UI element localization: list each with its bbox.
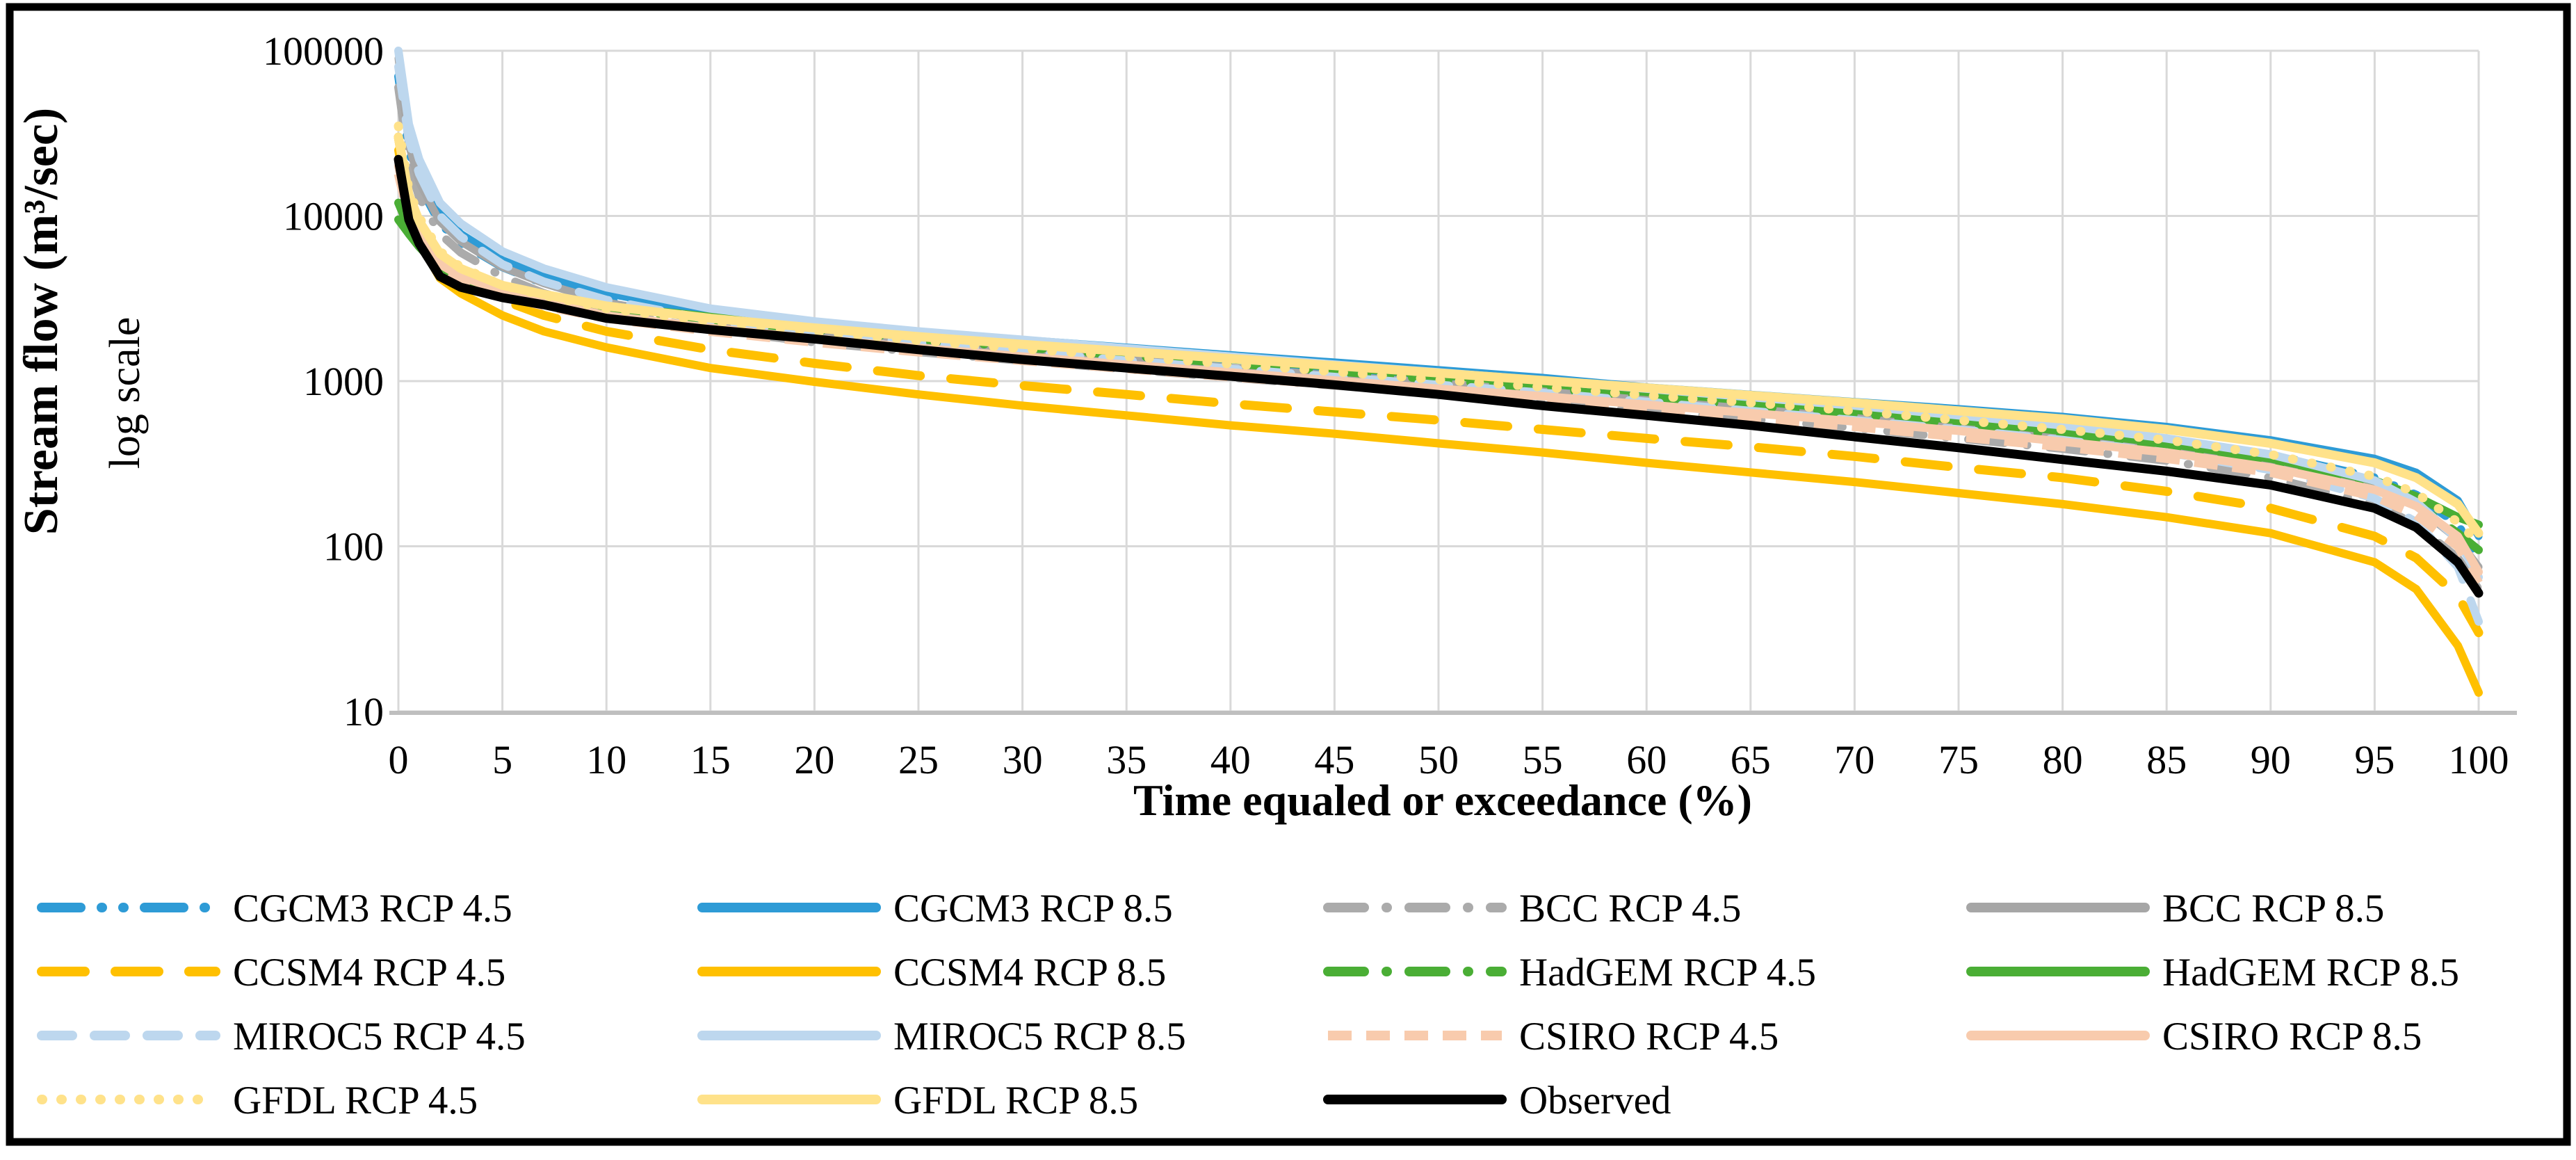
legend-label: Observed [1519,1079,1671,1122]
legend-label: MIROC5 RCP 4.5 [233,1015,526,1058]
x-tick-label: 100 [2449,737,2509,782]
x-tick-label: 55 [1523,737,1563,782]
x-tick-label: 25 [898,737,939,782]
legend-item: CSIRO RCP 4.5 [1328,1015,1779,1058]
legend-item: BCC RCP 8.5 [1966,887,2384,931]
legend-item: CCSM4 RCP 4.5 [37,951,505,994]
x-tick-label: 30 [1003,737,1043,782]
x-tick-label: 90 [2251,737,2291,782]
legend-item: CSIRO RCP 8.5 [1966,1015,2422,1058]
y-tick-label: 100 [323,524,384,570]
y-tick-label: 1000 [303,359,384,404]
x-tick-label: 15 [690,737,731,782]
x-tick-label: 35 [1106,737,1147,782]
x-tick-label: 80 [2043,737,2083,782]
x-tick-label: 50 [1418,737,1459,782]
legend-item: MIROC5 RCP 4.5 [37,1015,526,1058]
legend-item: CCSM4 RCP 8.5 [697,951,1166,994]
x-tick-label: 85 [2146,737,2187,782]
legend-label: CSIRO RCP 4.5 [1519,1015,1779,1058]
legend-item: GFDL RCP 8.5 [697,1079,1138,1122]
legend-item: HadGEM RCP 8.5 [1966,951,2459,994]
legend-label: HadGEM RCP 4.5 [1519,951,1816,994]
x-axis-title: Time equaled or exceedance (%) [1133,775,1752,825]
x-tick-label: 65 [1731,737,1771,782]
curve-observed [394,154,2484,598]
legend-label: HadGEM RCP 8.5 [2162,951,2459,994]
y-axis-title: Stream flow (m³/sec) [15,108,68,535]
curve-bcc-rcp-4.5 [394,83,2483,594]
legend-label: CGCM3 RCP 8.5 [893,887,1173,931]
x-tick-label: 5 [492,737,512,782]
legend-label: BCC RCP 8.5 [2162,887,2384,931]
x-tick-label: 0 [389,737,409,782]
legend-item: MIROC5 RCP 8.5 [697,1015,1186,1058]
x-tick-label: 45 [1314,737,1354,782]
y-tick-label: 100000 [263,29,384,74]
x-tick-label: 95 [2354,737,2395,782]
legend-label: MIROC5 RCP 8.5 [893,1015,1186,1058]
legend-item: Observed [1323,1079,1671,1122]
legend-label: GFDL RCP 8.5 [893,1079,1138,1122]
x-tick-label: 60 [1626,737,1667,782]
x-tick-label: 40 [1210,737,1251,782]
x-tick-label: 10 [586,737,626,782]
legend-item: CGCM3 RCP 4.5 [37,887,512,931]
legend-label: CGCM3 RCP 4.5 [233,887,512,931]
curve-ccsm4-rcp-8.5 [394,146,2483,697]
legend-label: CCSM4 RCP 8.5 [893,951,1166,994]
y-tick-label: 10 [343,689,384,734]
legend-label: GFDL RCP 4.5 [233,1079,478,1122]
legend-label: CSIRO RCP 8.5 [2162,1015,2422,1058]
legend-item: HadGEM RCP 4.5 [1323,951,1816,994]
legend-label: CCSM4 RCP 4.5 [233,951,505,994]
y-tick-label: 10000 [283,194,384,239]
curve-gfdl-rcp-4.5 [394,121,2484,547]
legend: CGCM3 RCP 4.5 CGCM3 RCP 8.5 BCC RCP 4.5 BCC… [37,887,2459,1122]
curve-gfdl-rcp-8.5 [394,132,2484,538]
x-tick-label: 75 [1938,737,1979,782]
legend-item: GFDL RCP 4.5 [37,1079,478,1122]
y-tick-labels: 100000 10000 1000 100 10 [263,29,384,734]
curve-layer [394,47,2484,697]
x-tick-labels: 0 5 10 15 20 25 30 35 40 45 50 55 60 65 70 75 80 85 90 95 10… [389,737,2509,782]
legend-item: BCC RCP 4.5 [1323,887,1741,931]
y-axis-subtitle: log scale [102,317,149,469]
x-tick-label: 70 [1834,737,1874,782]
x-tick-label: 20 [794,737,834,782]
legend-label: BCC RCP 4.5 [1519,887,1741,931]
legend-item: CGCM3 RCP 8.5 [697,887,1173,931]
grid-layer [389,49,2517,715]
figure-border [6,3,2571,1146]
